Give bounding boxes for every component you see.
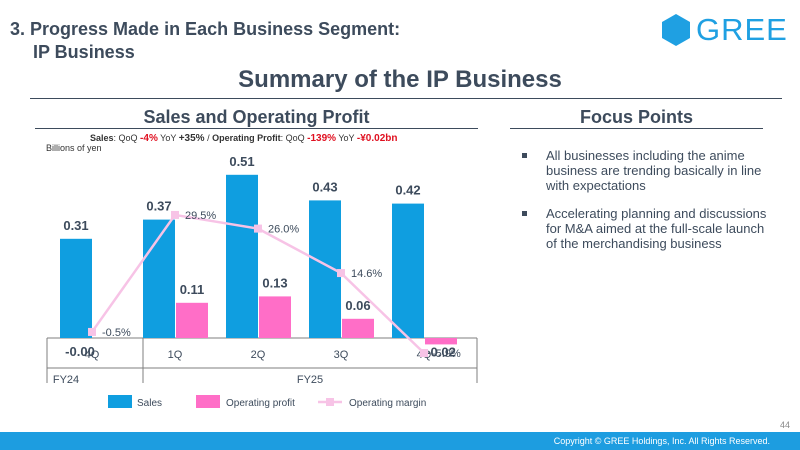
sales-value-label: 0.51 — [229, 154, 254, 169]
page-title: Summary of the IP Business — [238, 66, 562, 93]
legend-margin-label: Operating margin — [349, 398, 426, 409]
kpi-op-label: Operating Profit — [212, 133, 281, 143]
sales-value-label: 0.37 — [146, 199, 171, 214]
kpi-sales-qoq-label: : QoQ — [113, 133, 141, 143]
sales-bar — [60, 238, 92, 338]
x-tick-label: 3Q — [334, 349, 349, 361]
x-group-label: FY24 — [53, 374, 79, 386]
op-profit-value-label: -0.02 — [426, 344, 456, 359]
operating-margin-label: 29.5% — [185, 210, 216, 222]
operating-margin-label: 26.0% — [268, 224, 299, 236]
focus-point-item: Accelerating planning and discussions fo… — [520, 206, 770, 251]
kpi-sales-label: Sales — [90, 133, 114, 143]
sales-value-label: 0.43 — [312, 179, 337, 194]
section-title: 3. Progress Made in Each Business Segmen… — [10, 18, 400, 64]
sales-value-label: 0.42 — [395, 183, 420, 198]
focus-point-text: All businesses including the anime busin… — [546, 148, 762, 193]
legend-margin-marker — [326, 398, 334, 406]
bullet-square-icon — [522, 153, 527, 158]
op-profit-bar — [425, 338, 457, 345]
bullet-square-icon — [522, 211, 527, 216]
focus-points-list: All businesses including the anime busin… — [520, 148, 770, 264]
operating-margin-point — [254, 224, 262, 233]
kpi-op-yoy-label: YoY — [336, 133, 357, 143]
chart-section-title: Sales and Operating Profit — [143, 107, 370, 127]
gree-hexagon-icon — [662, 14, 690, 46]
sales-value-label: 0.31 — [63, 218, 88, 233]
kpi-sales-qoq: -4% — [140, 133, 158, 144]
operating-margin-label: 14.6% — [351, 268, 382, 280]
legend-sales-label: Sales — [137, 398, 162, 409]
op-profit-bar — [342, 318, 374, 338]
x-group-label: FY25 — [297, 374, 323, 386]
focus-section-title: Focus Points — [579, 107, 693, 127]
legend-sales-swatch — [108, 395, 132, 408]
focus-section-divider — [510, 128, 763, 129]
gree-logo-text: GREE — [696, 12, 788, 47]
focus-point-item: All businesses including the anime busin… — [520, 148, 770, 193]
operating-margin-label: -0.5% — [102, 327, 131, 339]
kpi-separator: / — [204, 133, 213, 143]
operating-margin-point — [88, 327, 96, 336]
sales-bar — [226, 174, 258, 338]
x-tick-label: 1Q — [168, 349, 183, 361]
legend-op-swatch — [196, 395, 220, 408]
chart-section-divider — [35, 128, 478, 129]
op-profit-bar — [259, 296, 291, 338]
op-profit-value-label: 0.11 — [180, 282, 205, 297]
op-profit-value-label: 0.06 — [345, 298, 370, 313]
title-divider — [30, 98, 782, 99]
kpi-op-qoq-label: : QoQ — [280, 133, 308, 143]
section-title-line2: IP Business — [33, 42, 135, 62]
section-title-line1: 3. Progress Made in Each Business Segmen… — [10, 19, 401, 39]
legend-op-label: Operating profit — [226, 398, 295, 409]
kpi-op-qoq: -139% — [307, 133, 337, 144]
footer-bar — [0, 432, 800, 450]
copyright-text: Copyright © GREE Holdings, Inc. All Righ… — [553, 436, 770, 446]
kpi-sales-yoy: +35% — [178, 133, 205, 144]
operating-margin-label: -5.9% — [432, 348, 461, 360]
page-number: 44 — [779, 420, 790, 430]
kpi-summary: Sales: QoQ -4% YoY +35% / Operating Prof… — [90, 133, 397, 144]
kpi-sales-yoy-label: YoY — [157, 133, 179, 143]
op-profit-bar — [176, 302, 208, 338]
op-profit-value-label: 0.13 — [262, 275, 287, 290]
chart-units: Billions of yen — [46, 143, 102, 153]
x-tick-label: 4Q — [85, 349, 100, 361]
operating-margin-point — [171, 210, 179, 219]
x-tick-label: 2Q — [251, 349, 266, 361]
operating-margin-point — [420, 349, 428, 358]
gree-logo: GREE — [660, 12, 788, 48]
op-profit-value-label: -0.00 — [65, 344, 95, 359]
focus-point-text: Accelerating planning and discussions fo… — [546, 206, 767, 251]
kpi-op-yoy: -¥0.02bn — [356, 133, 398, 144]
sales-bar — [392, 203, 424, 338]
operating-margin-point — [337, 269, 345, 278]
